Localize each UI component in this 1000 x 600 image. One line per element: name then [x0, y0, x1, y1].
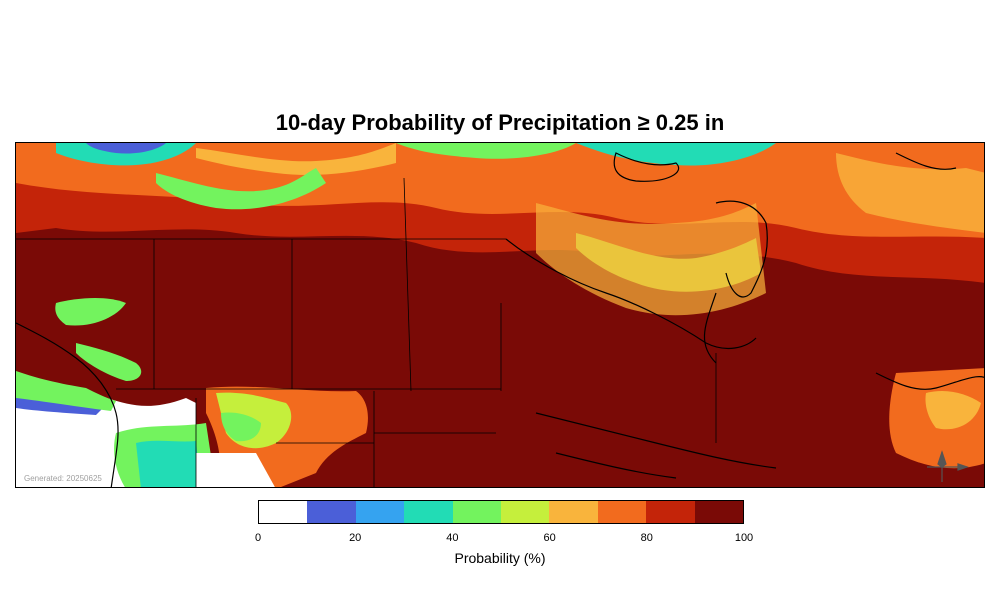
coastlines: [16, 152, 984, 487]
colorbar-tick-label: 60: [543, 532, 556, 544]
region-green-wc: [16, 371, 116, 411]
colorbar-bin-30-40: [404, 501, 453, 523]
probability-map: [15, 142, 985, 488]
region-green-top: [56, 143, 196, 166]
region-cyan-sw: [136, 440, 201, 487]
colorbar-bin-60-70: [549, 501, 598, 523]
region-cyan-top: [576, 143, 776, 166]
region-red-north: [16, 183, 984, 283]
colorbar-bin-10-20: [307, 501, 356, 523]
region-white-sw2: [196, 453, 275, 487]
region-green-mid: [156, 168, 326, 210]
colorbar-tick-label: 40: [446, 532, 459, 544]
region-orange-ne: [836, 153, 984, 233]
compass-rose-icon: [927, 450, 969, 482]
colorbar-ticks: 0 20 40 60 80 100: [255, 524, 753, 544]
colorbar: [258, 500, 744, 524]
colorbar-bin-50-60: [501, 501, 550, 523]
colorbar-tick-label: 20: [349, 532, 362, 544]
colorbar-label: Probability (%): [454, 550, 546, 566]
colorbar-tick-label: 0: [254, 532, 262, 544]
colorbar-bin-80-90: [646, 501, 695, 523]
colorbar-bin-70-80: [597, 501, 647, 523]
colorbar-tick-label: 100: [734, 532, 754, 544]
region-green-sw2: [221, 412, 261, 442]
province-boundaries: [16, 177, 717, 487]
map-title: 10-day Probability of Precipitation ≥ 0.…: [275, 110, 725, 135]
region-blue-top: [86, 143, 166, 154]
colorbar-bin-90-100: [694, 501, 744, 523]
region-green-top2: [396, 143, 576, 159]
colorbar-bin-0-10: [259, 501, 308, 523]
map-canvas: [16, 143, 984, 487]
generated-timestamp: Generated: 20250625: [24, 474, 102, 483]
colorbar-tick-label: 80: [640, 532, 653, 544]
region-orange-mid: [536, 203, 766, 316]
region-yellow-east: [925, 391, 981, 430]
colorbar-bin-40-50: [452, 501, 502, 523]
region-green-coast2: [55, 298, 126, 326]
colorbar-bin-20-30: [355, 501, 405, 523]
region-yellow-top: [196, 143, 396, 175]
region-green-coast3: [76, 343, 142, 381]
